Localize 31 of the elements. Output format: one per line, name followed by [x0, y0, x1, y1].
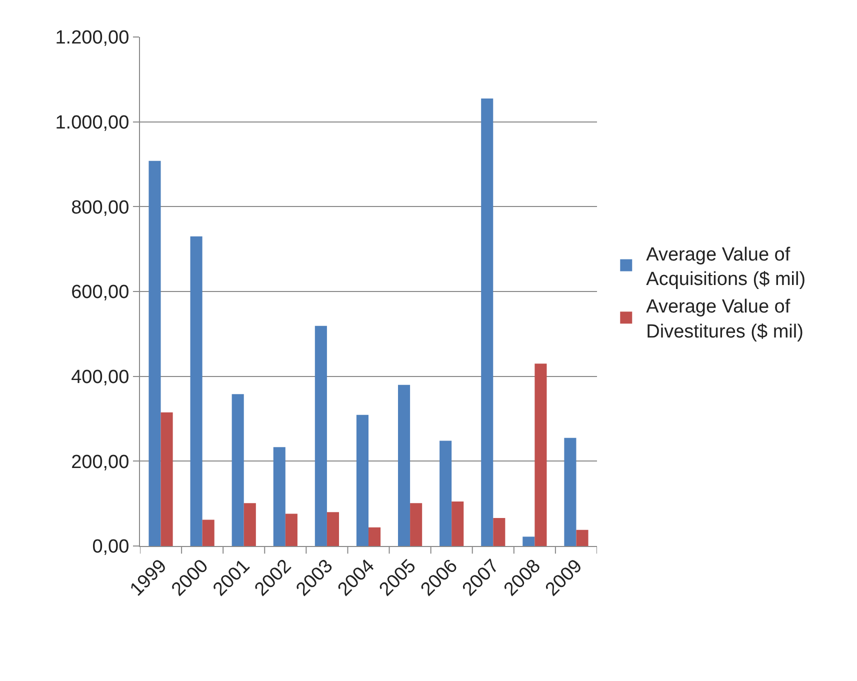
bar	[232, 394, 244, 546]
legend-label: Average Value of Acquisitions ($ mil)	[646, 244, 806, 290]
y-tick-label: 1.000,00	[55, 112, 130, 134]
bar	[326, 512, 339, 546]
bar	[368, 527, 381, 546]
bar	[273, 447, 286, 546]
y-tick-label: 400,00	[71, 366, 130, 388]
bar	[398, 384, 410, 546]
y-tick-label: 600,00	[71, 282, 130, 304]
bar	[481, 98, 494, 546]
bar	[440, 440, 452, 546]
bar	[202, 520, 214, 546]
bar	[452, 501, 464, 546]
y-tick-label: 800,00	[71, 197, 130, 218]
bar	[148, 160, 161, 546]
bar	[314, 326, 327, 546]
bar	[534, 364, 547, 546]
bar	[576, 530, 588, 546]
bar	[410, 503, 422, 546]
bar	[244, 503, 256, 546]
bar	[160, 412, 173, 546]
bar	[522, 536, 535, 546]
y-tick-label: 200,00	[71, 452, 130, 473]
bar	[285, 514, 298, 546]
y-tick-label: 1.200,00	[55, 28, 130, 49]
bar	[190, 236, 202, 546]
y-tick-label: 0,00	[92, 536, 130, 558]
bar	[493, 518, 506, 546]
bar	[564, 438, 576, 546]
legend-label: Average Value of Divestitures ($ mil)	[646, 296, 804, 342]
bar	[356, 414, 368, 546]
